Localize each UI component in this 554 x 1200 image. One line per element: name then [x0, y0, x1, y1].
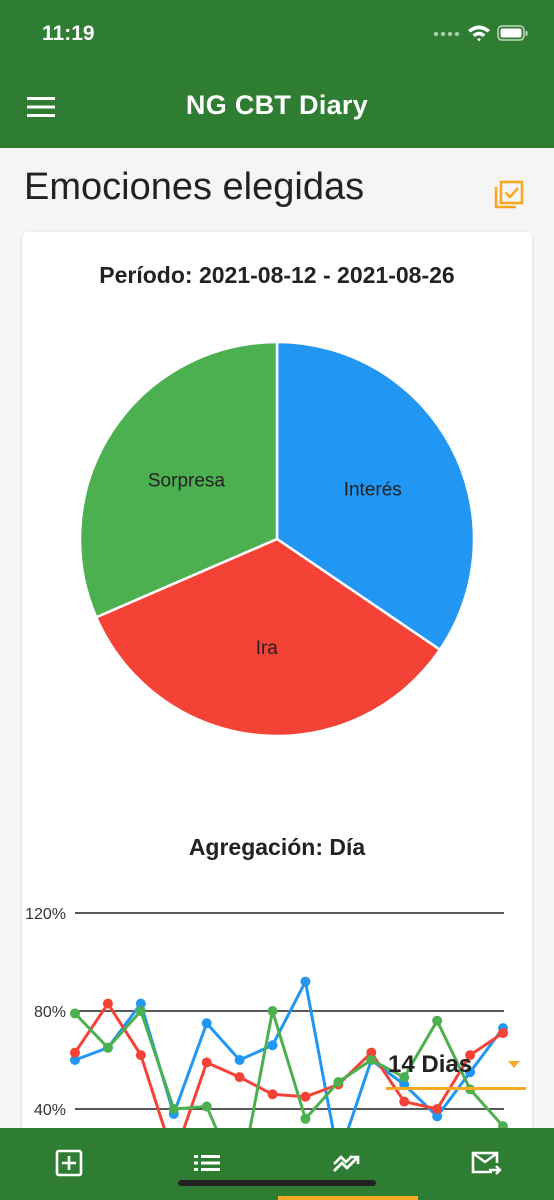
days-dropdown[interactable]: 14 Dias — [386, 1047, 526, 1090]
data-point-0-0 — [70, 1055, 80, 1065]
menu-button[interactable] — [26, 94, 56, 120]
data-point-0-2 — [135, 998, 146, 1009]
nav-charts[interactable] — [322, 1140, 372, 1184]
dropdown-arrow-icon — [508, 1061, 520, 1068]
data-point-2-2 — [135, 1006, 146, 1016]
nav-export[interactable] — [460, 1140, 510, 1184]
data-point-1-10 — [399, 1096, 410, 1107]
emotions-line-chart: 120% 80% 40% — [25, 906, 508, 1152]
nav-add-entry[interactable] — [44, 1140, 94, 1184]
data-point-2-10 — [399, 1072, 410, 1083]
pie-label-2: Sorpresa — [148, 471, 226, 492]
data-point-1-1 — [102, 998, 113, 1009]
data-point-2-11 — [432, 1015, 443, 1026]
status-icons — [422, 22, 532, 46]
data-point-2-0 — [70, 1008, 80, 1019]
data-point-0-11 — [432, 1111, 443, 1122]
app-bar: 11:19 NG CBT Diary — [0, 0, 554, 148]
days-dropdown-value: 14 Dias — [388, 1051, 473, 1078]
data-point-1-0 — [70, 1047, 80, 1058]
hamburger-icon — [27, 97, 55, 117]
list-icon — [194, 1155, 220, 1171]
data-point-0-12 — [465, 1067, 476, 1078]
data-point-2-7 — [300, 1113, 311, 1124]
data-point-2-9 — [366, 1055, 377, 1065]
aggregation-label: Agregación: Día — [188, 834, 366, 860]
data-point-1-9 — [366, 1047, 377, 1058]
data-point-0-6 — [267, 1040, 278, 1051]
active-tab-indicator — [278, 1196, 418, 1200]
bottom-nav — [0, 1128, 554, 1200]
data-point-2-3 — [168, 1104, 179, 1114]
data-point-1-7 — [300, 1091, 311, 1102]
chart-card: Período: 2021-08-12 - 2021-08-26 Interés… — [22, 232, 532, 1152]
pie-label-0: Interés — [344, 479, 402, 500]
data-point-2-1 — [102, 1042, 113, 1053]
nav-list[interactable] — [182, 1140, 232, 1184]
trending-icon — [333, 1155, 360, 1172]
data-point-1-13 — [498, 1028, 508, 1039]
data-point-1-12 — [465, 1050, 476, 1061]
pie-label-1: Ira — [256, 638, 279, 659]
app-title: NG CBT Diary — [185, 90, 369, 120]
battery-icon — [497, 25, 528, 41]
pie-slice-1 — [94, 537, 442, 738]
data-point-1-6 — [267, 1089, 278, 1100]
data-point-1-11 — [432, 1104, 443, 1114]
signal-icon — [433, 31, 460, 37]
data-point-1-5 — [234, 1072, 245, 1083]
data-point-2-6 — [267, 1006, 278, 1016]
home-indicator — [178, 1180, 376, 1186]
data-point-0-7 — [300, 976, 311, 987]
y-tick-label-1: 80% — [34, 1004, 66, 1021]
series-line-2 — [73, 1009, 505, 1152]
y-tick-label-2: 40% — [34, 1102, 66, 1119]
wifi-icon — [468, 25, 490, 42]
mail-forward-icon — [471, 1151, 502, 1175]
series-line-0 — [74, 980, 505, 1152]
add-box-icon — [55, 1149, 83, 1177]
y-tick-label-0: 120% — [25, 906, 66, 923]
data-point-0-5 — [234, 1055, 245, 1065]
data-point-0-4 — [201, 1018, 212, 1029]
emotions-pie-chart: Interés Ira Sorpresa — [78, 340, 476, 738]
period-label: Período: 2021-08-12 - 2021-08-26 — [99, 262, 455, 288]
series-line-1 — [73, 1002, 504, 1152]
pie-slice-2 — [78, 340, 279, 619]
status-time: 11:19 — [42, 22, 95, 45]
library-check-icon — [494, 180, 524, 209]
pie-slice-0 — [275, 340, 476, 652]
page-title: Emociones elegidas — [24, 166, 365, 208]
data-point-1-4 — [201, 1057, 212, 1068]
data-point-1-2 — [135, 1050, 146, 1061]
select-emotions-button[interactable] — [492, 178, 526, 212]
data-point-2-8 — [333, 1077, 344, 1088]
data-point-2-4 — [201, 1101, 212, 1112]
